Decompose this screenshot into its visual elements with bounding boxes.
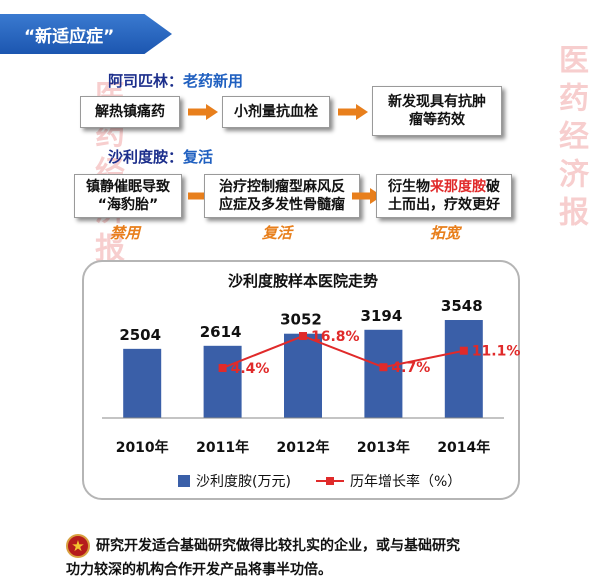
x-tick-label: 2011年: [196, 439, 249, 456]
bar-value-label: 2614: [200, 323, 242, 341]
aspirin-tag: 老药新用: [183, 72, 244, 90]
bar: [284, 333, 322, 418]
chart-title: 沙利度胺样本医院走势: [228, 272, 378, 290]
footer-line-2: 功力较深的机构合作开发产品将事半功倍。: [66, 562, 332, 578]
legend-line-marker: [326, 477, 334, 485]
growth-marker: [299, 332, 307, 341]
lenalidomide-highlight: 来那度胺: [430, 178, 486, 195]
chart: 沙利度胺样本医院走势 2504 2614 3052 3194 3548 4.4% 16.8% 4…: [102, 272, 521, 490]
bar-value-label: 2504: [119, 326, 161, 344]
caption-revived: 复活: [262, 224, 293, 242]
thalidomide-title: 沙利度胺：复活: [108, 146, 213, 167]
footer-text: 研究开发适合基础研究做得比较扎实的企业，或与基础研究 功力较深的机构合作开发产品…: [66, 534, 536, 582]
bar: [444, 320, 483, 418]
watermark-right: 医药经济报: [553, 44, 588, 234]
x-tick-label: 2013年: [357, 439, 410, 456]
thalidomide-step-3: 衍生物来那度胺破 土而出，疗效更好: [376, 174, 512, 218]
thalidomide-step-3-post: 破: [486, 178, 500, 195]
thalidomide-step-1-line1: 镇静催眠导致: [86, 178, 170, 195]
thalidomide-step-3-pre: 衍生物: [388, 178, 430, 195]
growth-label: 11.1%: [472, 344, 521, 360]
thalidomide-step-3-line1: 衍生物来那度胺破: [388, 178, 500, 196]
x-tick-label: 2014年: [437, 439, 490, 456]
thalidomide-step-1-line2: “海豹胎”: [97, 197, 159, 213]
x-tick-label: 2010年: [116, 439, 169, 456]
thalidomide-step-2-line2: 应症及多发性骨髓瘤: [219, 197, 345, 213]
footer-line-1: 研究开发适合基础研究做得比较扎实的企业，或与基础研究: [96, 538, 460, 554]
chart-panel: 沙利度胺样本医院走势 2504 2614 3052 3194 3548 4.4% 16.8% 4…: [82, 260, 520, 500]
aspirin-step-3: 新发现具有抗肿瘤等药效: [372, 86, 502, 136]
aspirin-step-3-label: 新发现具有抗肿瘤等药效: [388, 93, 486, 128]
arrow-right-icon: [188, 104, 218, 120]
legend-bar-label: 沙利度胺(万元): [196, 474, 291, 490]
aspirin-step-1: 解热镇痛药: [80, 96, 180, 128]
caption-banned: 禁用: [110, 224, 141, 242]
legend-line-label: 历年增长率（%）: [350, 473, 461, 490]
thalidomide-name: 沙利度胺：: [108, 148, 184, 166]
aspirin-step-1-label: 解热镇痛药: [95, 103, 165, 120]
x-tick-label: 2012年: [277, 439, 330, 456]
thalidomide-step-1: 镇静催眠导致 “海豹胎”: [74, 174, 182, 218]
bar: [123, 348, 162, 418]
arrow-right-icon: [338, 104, 368, 120]
bar-value-label: 3548: [441, 297, 483, 315]
thalidomide-step-2-line1: 治疗控制瘤型麻风反: [219, 178, 345, 195]
growth-label: 4.4%: [231, 361, 270, 377]
thalidomide-step-2: 治疗控制瘤型麻风反 应症及多发性骨髓瘤: [204, 174, 360, 218]
growth-label: 16.8%: [311, 329, 360, 345]
growth-marker: [379, 363, 388, 372]
bar-value-label: 3194: [361, 307, 403, 325]
aspirin-step-2: 小剂量抗血栓: [222, 96, 330, 128]
growth-marker: [218, 363, 227, 372]
growth-label: 4.7%: [391, 360, 430, 376]
legend-bar-swatch: [178, 475, 190, 487]
caption-expanded: 拓宽: [430, 224, 461, 242]
growth-marker: [459, 346, 468, 355]
thalidomide-tag: 复活: [183, 148, 214, 166]
bar: [203, 345, 242, 418]
aspirin-step-2-label: 小剂量抗血栓: [234, 103, 318, 120]
aspirin-name: 阿司匹林：: [108, 72, 184, 90]
bar: [364, 329, 403, 418]
growth-line: [222, 334, 465, 369]
star-icon: ★: [66, 534, 90, 558]
aspirin-title: 阿司匹林：老药新用: [108, 70, 243, 91]
section-banner: “新适应症”: [0, 14, 172, 54]
banner-title: “新适应症”: [24, 27, 115, 47]
thalidomide-step-3-line2: 土而出，疗效更好: [388, 197, 500, 213]
bar-value-label: 3052: [280, 311, 322, 329]
